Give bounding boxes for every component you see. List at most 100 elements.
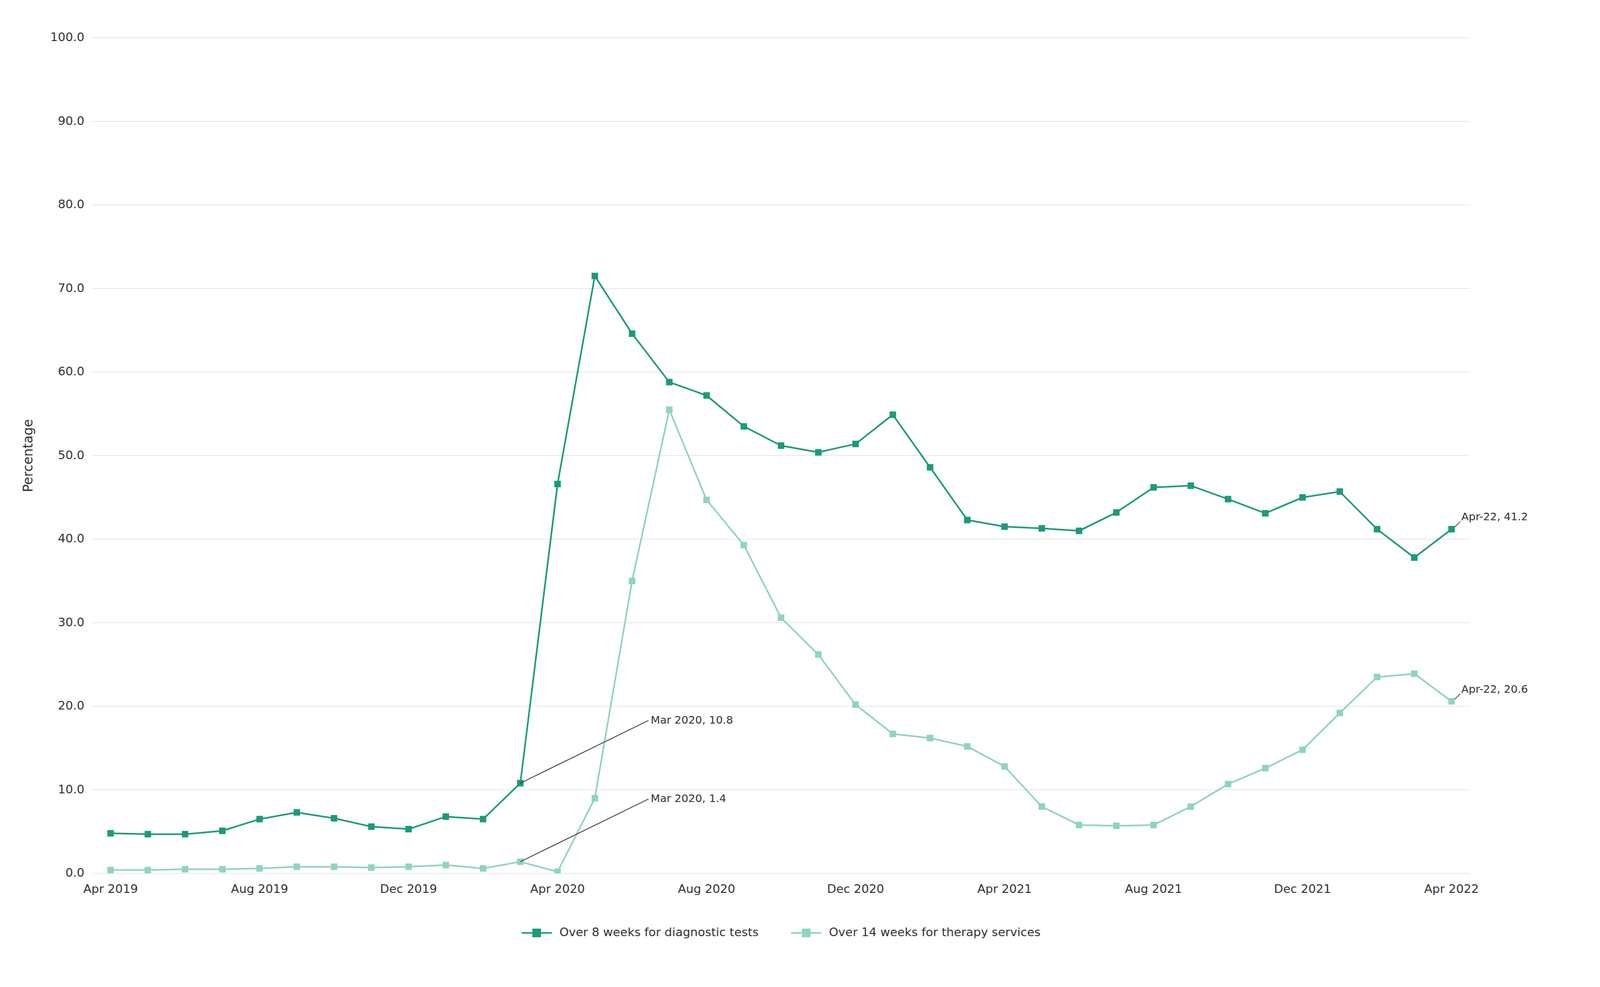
point-marker [963, 743, 971, 750]
point-marker [1075, 821, 1083, 829]
point-marker [1001, 523, 1008, 531]
x-tick-label: Aug 2020 [677, 882, 736, 896]
point-marker [1038, 803, 1046, 810]
point-marker [591, 272, 599, 280]
point-marker [1448, 698, 1456, 705]
legend-item: Over 14 weeks for therapy services [791, 925, 1041, 940]
point-marker [815, 651, 822, 658]
point-marker [293, 809, 301, 816]
grid-line [91, 121, 1471, 122]
y-tick-label: 70.0 [57, 281, 85, 295]
point-marker [442, 862, 449, 869]
point-marker [554, 868, 561, 874]
point-marker [554, 480, 561, 488]
legend-swatch-marker [532, 928, 541, 938]
grid-line [91, 455, 1471, 456]
x-tick-label: Apr 2020 [530, 882, 585, 896]
point-marker [1001, 763, 1008, 770]
y-tick-label: 50.0 [57, 448, 85, 462]
legend-swatch-marker [802, 928, 811, 938]
point-marker [1336, 709, 1344, 717]
series [107, 406, 1455, 874]
point-marker [852, 701, 859, 709]
x-tick-label: Dec 2020 [827, 882, 885, 896]
point-marker [1150, 821, 1157, 829]
grid-line [91, 622, 1471, 624]
point-marker [1113, 509, 1120, 517]
point-marker [367, 823, 375, 830]
y-tick-label: 80.0 [57, 197, 85, 211]
legend: Over 8 weeks for diagnostic testsOver 14… [521, 925, 1041, 940]
grid-line [91, 288, 1471, 289]
point-marker [815, 448, 822, 456]
point-marker [405, 863, 412, 871]
x-tick-label: Aug 2019 [230, 882, 289, 896]
point-marker [1113, 822, 1120, 830]
point-marker [889, 411, 897, 419]
point-marker [479, 865, 487, 872]
point-marker [1299, 494, 1306, 501]
point-marker [293, 863, 301, 871]
point-marker [405, 825, 412, 833]
grid-line [91, 706, 1471, 707]
point-marker [1038, 525, 1046, 532]
x-tick-label: Apr 2021 [977, 882, 1033, 896]
series [107, 272, 1455, 838]
y-tick-label: 20.0 [57, 698, 85, 713]
grid-line [91, 37, 1471, 39]
grid-line [91, 539, 1471, 540]
point-marker [331, 815, 338, 822]
annotation-text: Apr-22, 41.2 [1461, 510, 1529, 524]
point-marker [1150, 484, 1157, 491]
annotation-leader [1455, 693, 1461, 700]
point-marker [479, 816, 487, 823]
annotations: Mar 2020, 10.8Mar 2020, 1.4Apr-22, 41.2A… [520, 510, 1529, 862]
point-marker [740, 541, 747, 549]
point-marker [181, 830, 189, 838]
plot-area [107, 272, 1455, 874]
grid-line [91, 372, 1471, 373]
point-marker [926, 464, 934, 471]
point-marker [629, 330, 636, 337]
annotation-text: Apr-22, 20.6 [1461, 682, 1529, 696]
point-marker [1261, 510, 1269, 517]
point-marker [256, 865, 263, 872]
series-line [110, 275, 1452, 835]
x-tick-label: Apr 2019 [83, 882, 138, 896]
point-marker [1187, 482, 1195, 489]
point-marker [144, 867, 151, 874]
point-marker [629, 577, 636, 585]
y-tick-label: 0.0 [65, 865, 85, 880]
point-marker [219, 827, 226, 835]
series-line [110, 410, 1452, 872]
point-marker [219, 865, 226, 873]
y-tick-label: 30.0 [57, 615, 85, 630]
x-tick-label: Dec 2019 [380, 882, 438, 896]
point-marker [1224, 496, 1232, 503]
point-marker [963, 516, 971, 524]
legend-label: Over 14 weeks for therapy services [829, 925, 1041, 940]
point-marker [777, 442, 785, 449]
y-tick-label: 90.0 [57, 114, 85, 128]
point-marker [703, 392, 710, 399]
point-marker [740, 422, 747, 430]
page: {"chart_data": { "type": "line", "y_labe… [0, 0, 1600, 987]
point-marker [665, 379, 673, 386]
point-marker [1411, 554, 1418, 561]
point-marker [331, 863, 338, 871]
point-marker [665, 406, 673, 414]
annotation-leader [520, 720, 649, 784]
point-marker [1373, 673, 1381, 681]
axes: 0.010.020.030.040.050.060.070.080.090.01… [20, 30, 1479, 896]
point-marker [1224, 781, 1232, 788]
point-marker [442, 813, 449, 821]
y-tick-label: 60.0 [57, 364, 85, 379]
point-marker [1336, 488, 1344, 495]
point-marker [777, 614, 785, 621]
point-marker [1187, 803, 1195, 810]
x-tick-label: Aug 2021 [1125, 882, 1183, 896]
point-marker [889, 730, 897, 738]
chart: 0.010.020.030.040.050.060.070.080.090.01… [0, 0, 1600, 987]
y-tick-label: 10.0 [57, 782, 85, 797]
point-marker [926, 735, 934, 742]
